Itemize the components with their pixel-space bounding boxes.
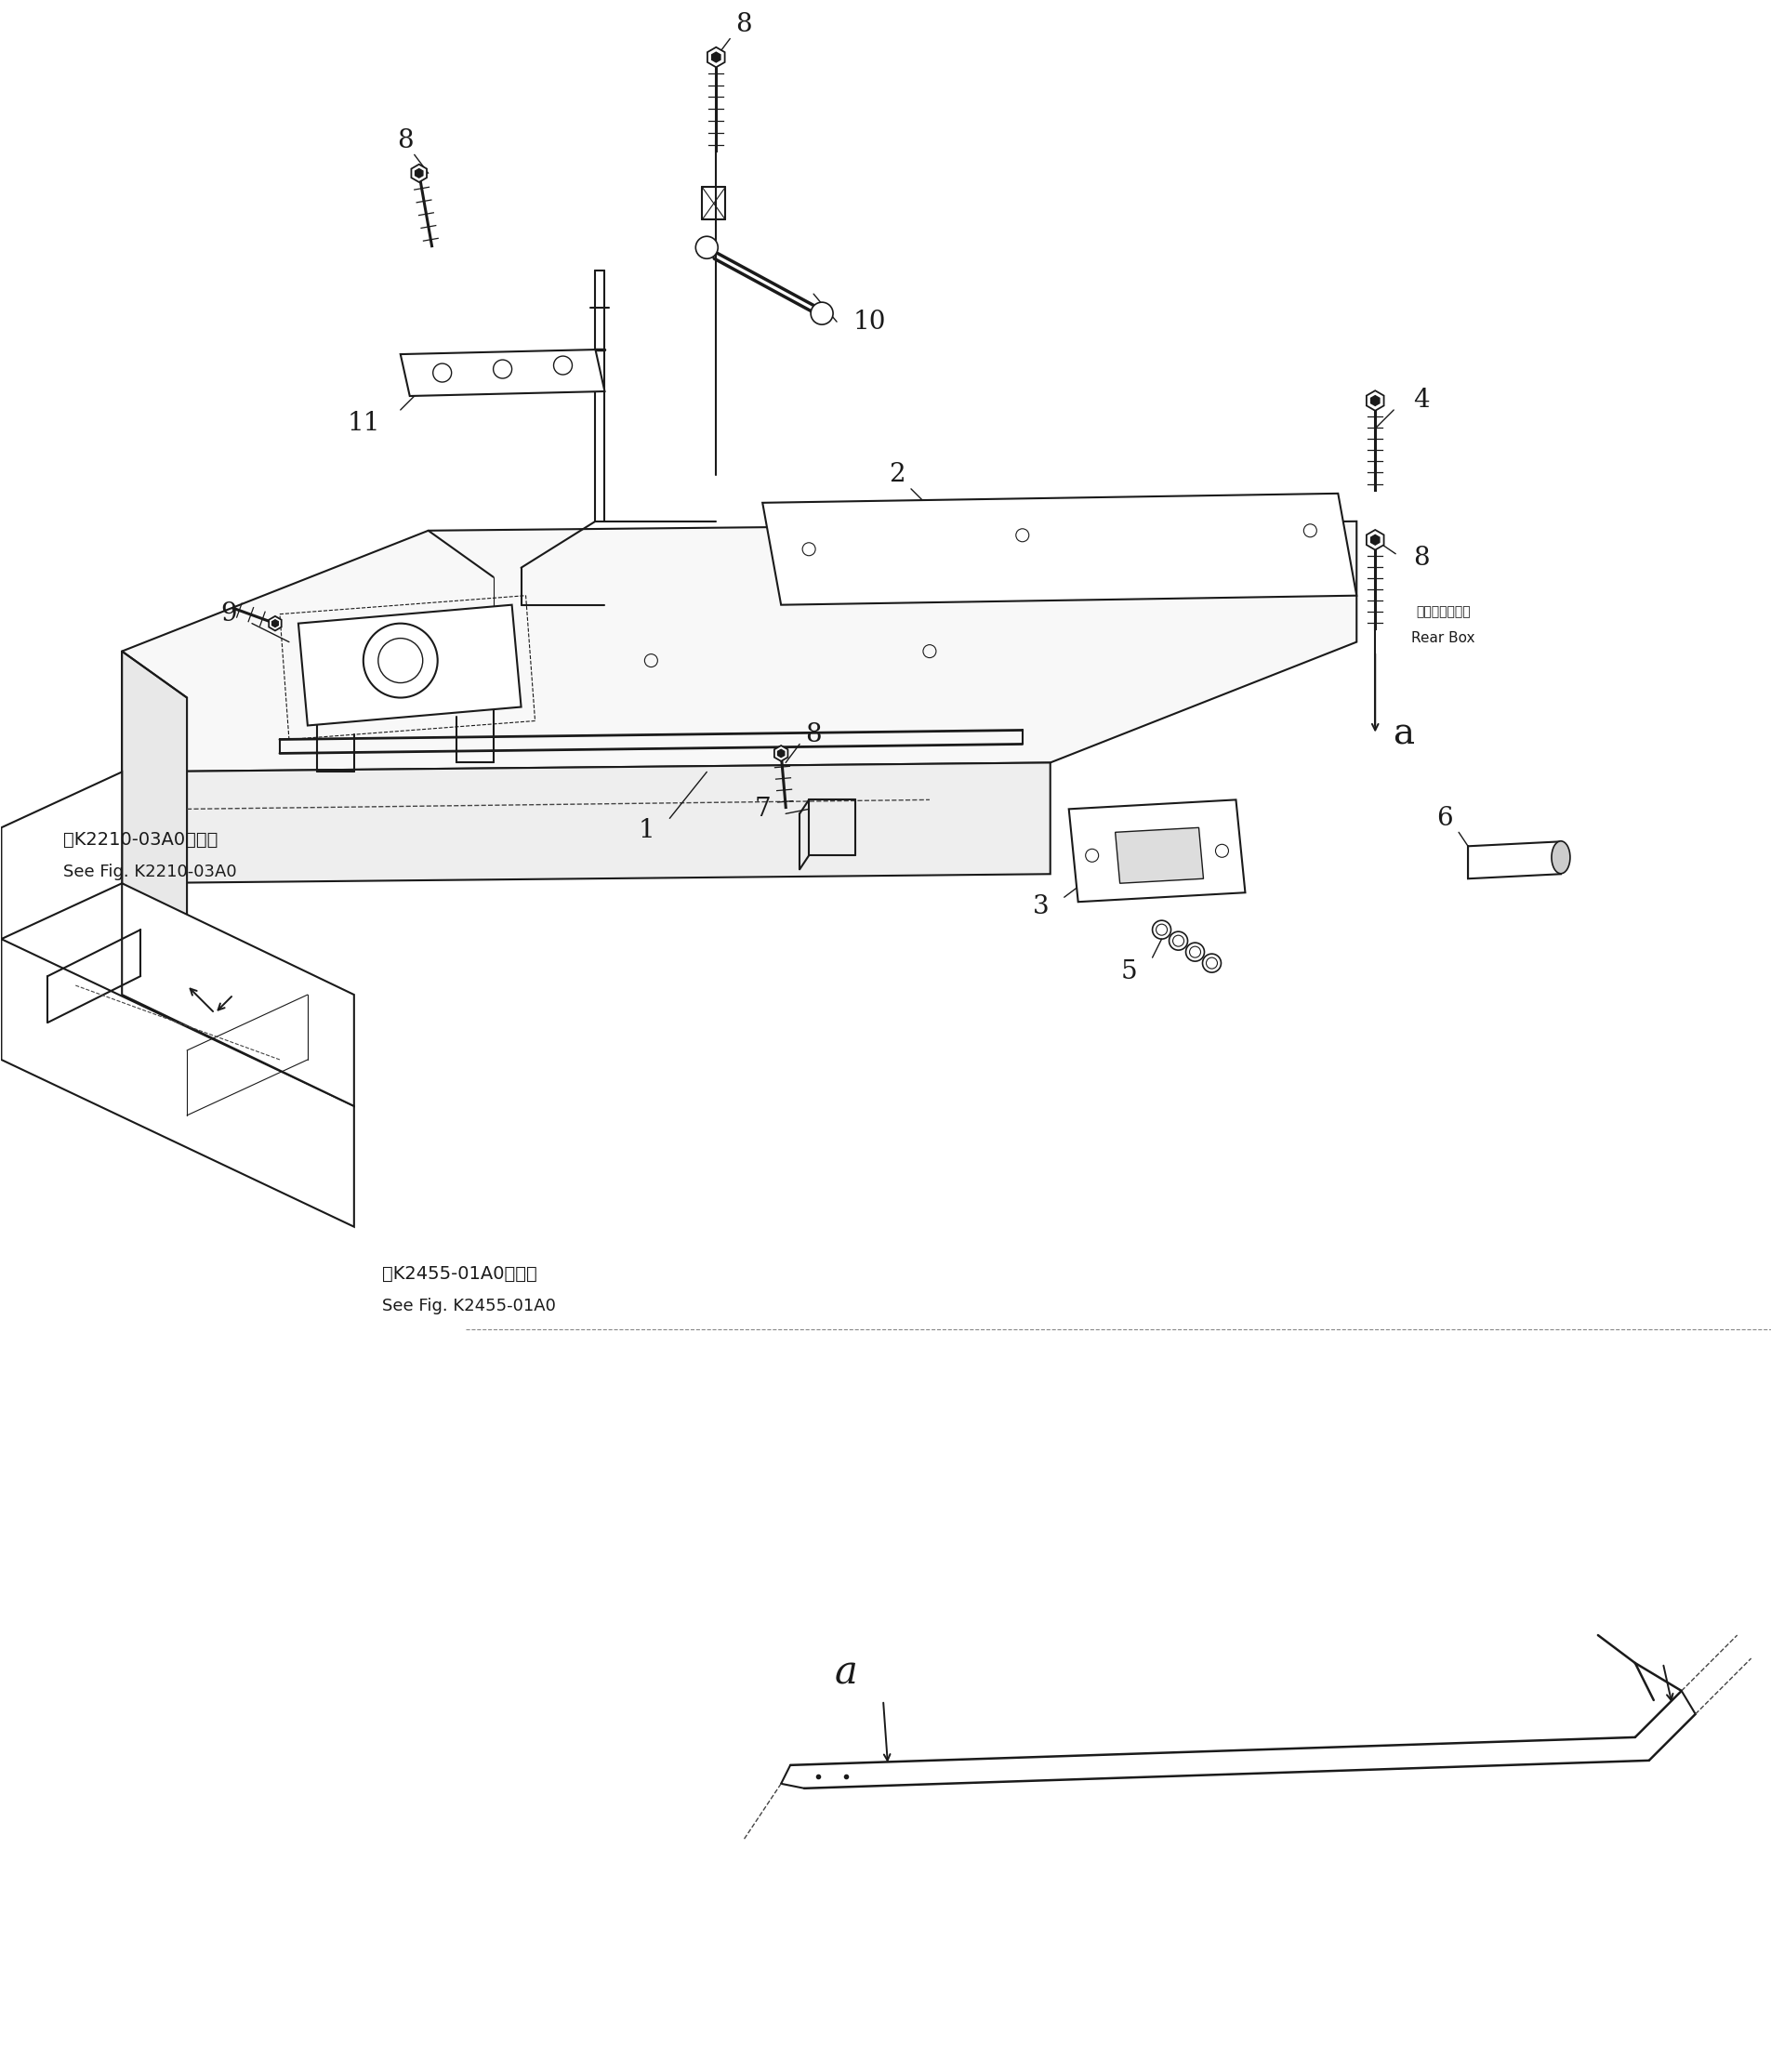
Text: 8: 8 [806,723,822,748]
Polygon shape [1068,800,1245,901]
Polygon shape [269,615,282,630]
Text: See Fig. K2455-01A0: See Fig. K2455-01A0 [381,1297,554,1316]
Polygon shape [273,620,278,628]
Text: Rear Box: Rear Box [1411,630,1475,644]
Circle shape [363,624,437,698]
Polygon shape [122,883,354,1106]
Polygon shape [1114,827,1203,883]
Circle shape [811,303,832,325]
Text: 6: 6 [1436,806,1452,831]
Text: 第K2210-03A0図参照: 第K2210-03A0図参照 [64,831,218,847]
Text: 5: 5 [1121,959,1137,984]
Polygon shape [1466,841,1560,879]
Text: 3: 3 [1032,893,1048,920]
Text: リヤーボックス: リヤーボックス [1415,605,1470,617]
Polygon shape [122,651,188,930]
Polygon shape [1371,535,1380,545]
Polygon shape [1365,530,1383,549]
Polygon shape [774,746,788,760]
Polygon shape [1365,392,1383,410]
Polygon shape [762,493,1357,605]
Text: 8: 8 [1413,545,1429,572]
Text: 8: 8 [397,128,413,153]
Text: 11: 11 [347,412,379,437]
Polygon shape [122,522,1357,773]
Polygon shape [411,164,427,182]
Text: a: a [1392,717,1413,752]
Polygon shape [400,350,604,396]
Text: 2: 2 [889,462,905,487]
Polygon shape [1371,396,1380,406]
Text: 10: 10 [852,309,886,334]
Polygon shape [712,52,721,62]
Polygon shape [2,773,122,939]
Polygon shape [2,939,354,1227]
Polygon shape [122,762,1050,883]
Text: 第K2455-01A0図参照: 第K2455-01A0図参照 [381,1266,537,1283]
Polygon shape [414,168,423,178]
Text: See Fig. K2210-03A0: See Fig. K2210-03A0 [64,864,237,881]
Text: 7: 7 [754,796,770,823]
Text: 1: 1 [638,818,653,843]
Polygon shape [298,605,521,725]
Polygon shape [707,48,724,66]
Text: 4: 4 [1413,387,1429,412]
Ellipse shape [1551,841,1569,874]
Text: 8: 8 [735,12,751,37]
Circle shape [696,236,717,259]
Polygon shape [777,750,785,756]
Text: a: a [834,1653,857,1693]
Text: 9: 9 [220,601,237,626]
